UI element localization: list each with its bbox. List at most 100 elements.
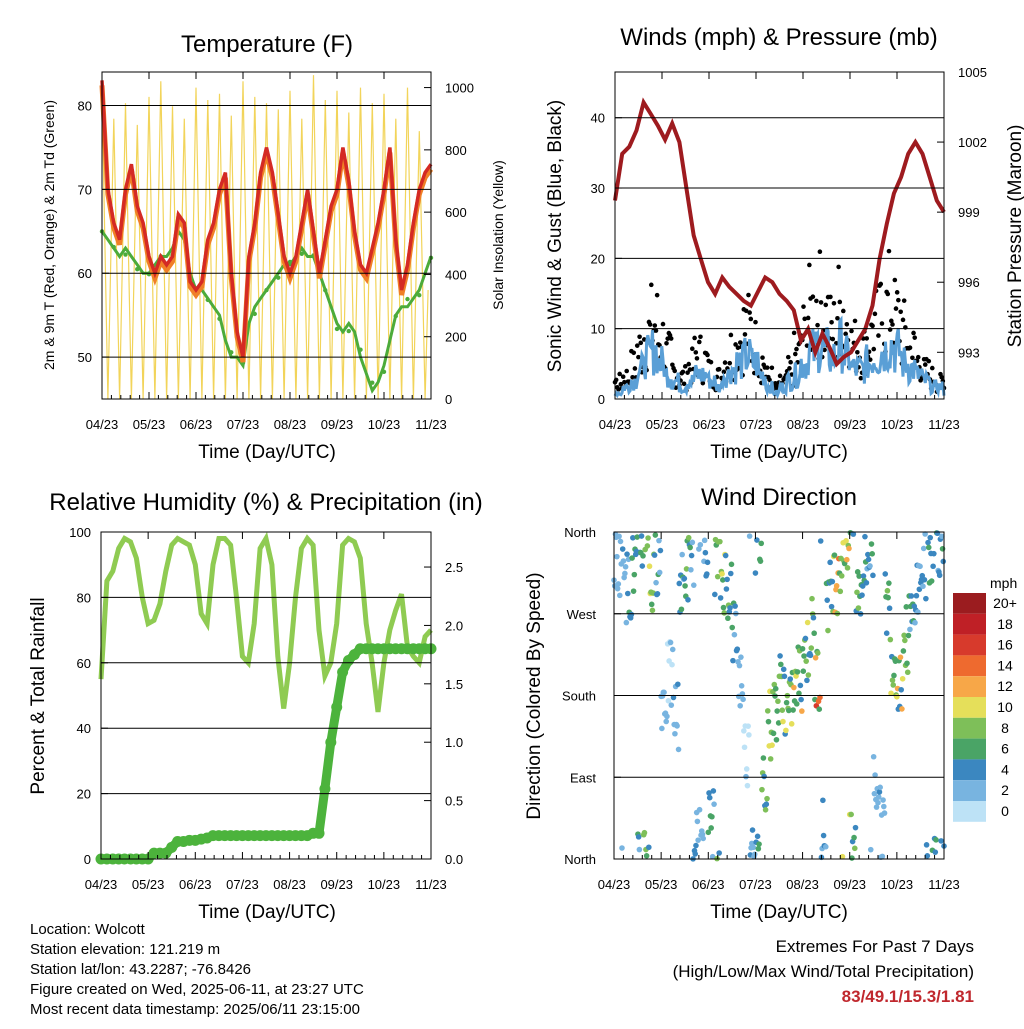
gust-point [817,249,823,255]
direction-point [869,551,875,557]
direction-point [651,552,658,558]
humidity-xtick-label: 06/23 [179,877,212,892]
direction-point [773,736,780,743]
direction-point [630,534,636,541]
direction-point [620,558,627,564]
gust-point [878,281,884,287]
direction-point [623,619,630,626]
direction-point [714,573,721,580]
temperature-y2tick-label: 600 [445,205,467,220]
direction-point [722,552,729,559]
gust-point [907,345,913,351]
humidity-y2tick-label: 0.5 [445,794,463,809]
gust-point [698,334,703,340]
direction-point [787,676,794,682]
gust-point [764,365,770,370]
direction-point [899,675,906,682]
direction-point [939,546,946,552]
direction-point [649,607,656,614]
direction-point [749,827,756,833]
direction-point [615,581,622,587]
direction-point [774,708,780,714]
direction-point [920,545,927,552]
direction-point [805,672,812,678]
direction-point [646,563,653,570]
direction-xtick-label: 06/23 [692,877,725,892]
dewpoint-point [405,296,410,302]
direction-point [923,842,930,848]
direction-point [704,571,710,577]
gust-point [694,356,700,361]
winds-xtick-label: 08/23 [787,417,820,432]
direction-point [816,706,823,712]
direction-panel: Wind Direction NorthEastSouthWestNorth04… [524,484,1017,923]
direction-point [630,588,637,594]
speed-legend-label: 8 [1001,720,1009,736]
humidity-y2tick-label: 0.0 [445,852,463,867]
extremes-title: Extremes For Past 7 Days [775,937,974,956]
gust-point [852,318,858,324]
direction-point [799,708,805,714]
direction-point [646,844,652,851]
gust-point [912,335,918,340]
direction-point [904,669,911,676]
direction-point [865,551,871,558]
gust-point [887,327,893,332]
direction-point [859,583,866,589]
direction-point [883,630,890,637]
gust-point [791,330,797,336]
direction-point [756,841,762,847]
direction-point [746,533,753,539]
gust-point [647,322,653,327]
direction-point [871,790,878,797]
speed-legend-label: 2 [1001,782,1009,798]
gust-point [652,323,658,328]
temperature-xtick-label: 10/23 [368,417,401,432]
direction-point [882,571,889,577]
direction-point [754,833,761,840]
gust-point [870,323,875,329]
gust-point [889,318,894,324]
direction-point [833,583,840,589]
gust-point [700,380,706,386]
direction-point [665,698,672,704]
gust-point [910,355,915,361]
direction-point [619,845,625,851]
speed-legend-swatch [953,801,986,822]
direction-point [712,591,718,598]
gust-point [849,328,854,334]
winds-xtick-label: 06/23 [693,417,726,432]
direction-point [730,657,736,664]
direction-point [780,666,787,673]
direction-point [762,807,769,813]
humidity-xtick-label: 11/23 [415,877,447,892]
humidity-title: Relative Humidity (%) & Precipitation (i… [49,489,482,516]
direction-point [855,605,862,611]
temp-2m-line [100,80,433,358]
dewpoint-line [100,228,433,394]
direction-point [723,586,730,592]
temperature-plot-frame [101,71,432,400]
gust-point [660,321,666,327]
direction-point [757,558,764,564]
temperature-xtick-label: 05/23 [133,417,166,432]
gust-point [867,357,873,362]
direction-point [719,577,726,583]
winds-ytick-label: 10 [591,322,605,337]
gust-point [777,373,783,379]
winds-y2tick-label: 1005 [958,65,987,80]
temperature-xtick-label: 09/23 [321,417,354,432]
direction-point [772,693,778,699]
gust-point [915,354,921,360]
direction-point [894,693,900,700]
temperature-panel: Temperature (F) 506070800200400600800100… [41,31,506,463]
humidity-ytick-label: 60 [77,656,91,671]
direction-point [629,555,635,561]
direction-point [619,546,626,552]
direction-point [854,569,861,575]
gust-point [617,371,622,377]
direction-point [844,556,850,563]
speed-legend-swatch [953,655,986,677]
wind-speed-line [613,315,946,400]
